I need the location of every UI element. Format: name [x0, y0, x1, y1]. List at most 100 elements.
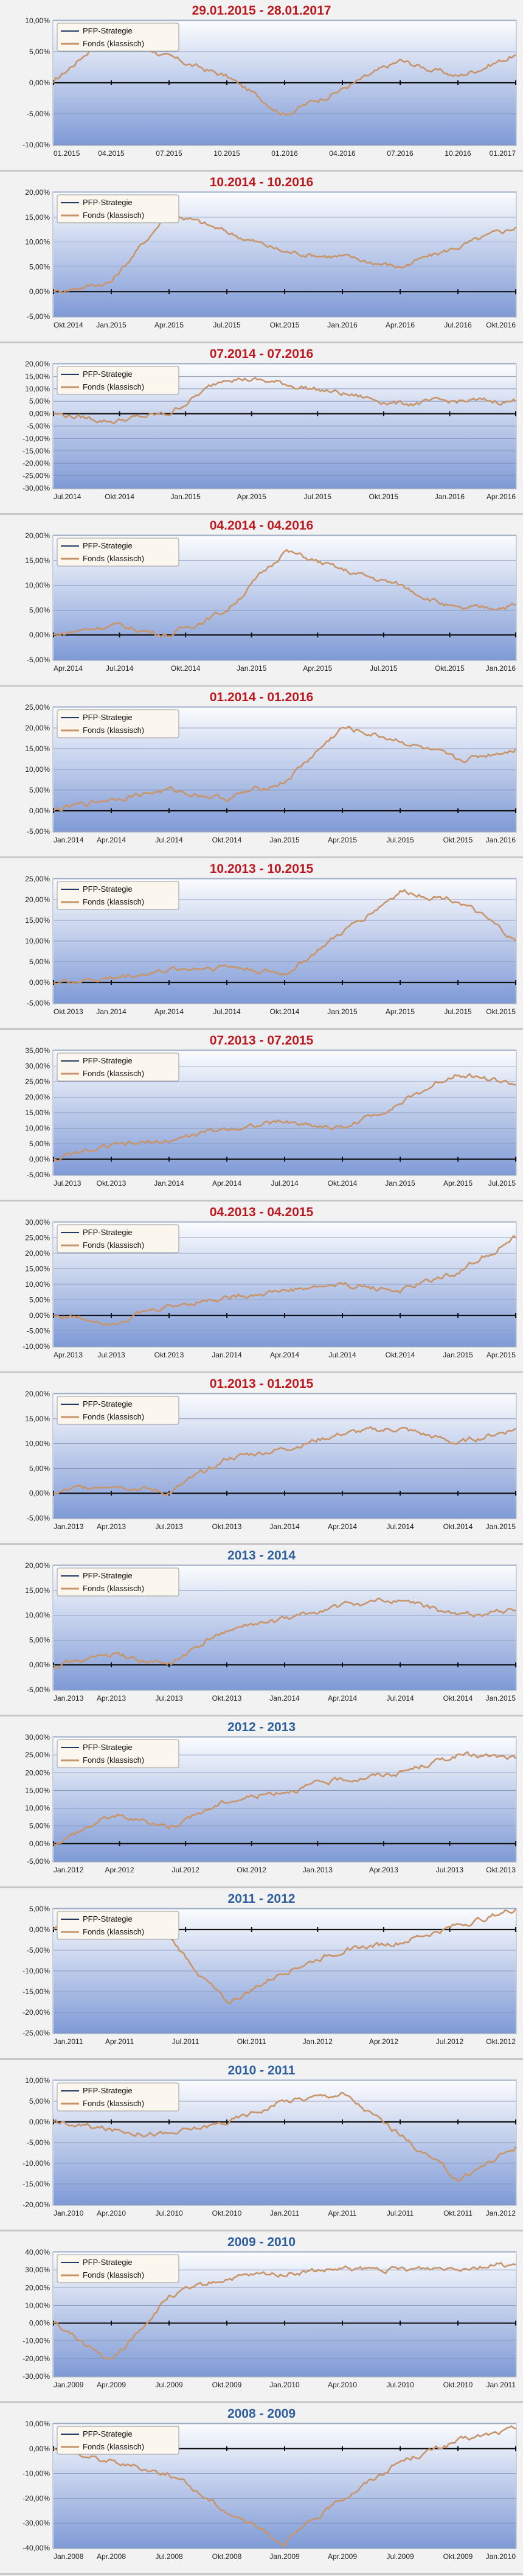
x-tick-label: 07.2016	[387, 149, 414, 158]
x-tick-label: Apr.2014	[270, 1351, 299, 1359]
x-tick-label: Jan.2009	[269, 2552, 300, 2561]
x-tick-label: Jul.2012	[436, 2037, 464, 2046]
series-line-fonds-klassisch	[52, 1597, 516, 1670]
y-tick-label: 0,00%	[29, 287, 50, 296]
y-tick-label: 5,00%	[29, 957, 50, 966]
y-tick-label: 10,00%	[25, 1611, 50, 1620]
y-tick-label: -15,00%	[23, 1987, 50, 1996]
x-tick-label: Jul.2014	[213, 1007, 241, 1016]
chart-title: 04.2014 - 04.2016	[209, 519, 314, 533]
x-tick-label: Jan.2010	[269, 2381, 300, 2389]
x-tick-label: 01.2015	[54, 149, 80, 158]
x-tick-label: Jan.2015	[269, 836, 300, 844]
line-chart: 30,00% 25,00% 20,00% 15,00% 10,00% 5,00% 0,00%…	[25, 1733, 517, 1874]
legend-label-pfp-strategie: PFP-Strategie	[83, 198, 133, 207]
y-tick-label: -25,00%	[23, 2029, 50, 2037]
y-tick-label: 5,00%	[29, 1139, 50, 1148]
x-tick-label: Jul.2014	[271, 1179, 299, 1188]
y-tick-label: 5,00%	[29, 606, 50, 614]
y-tick-label: -5,00%	[27, 1327, 50, 1335]
y-tick-label: 30,00%	[25, 1218, 50, 1227]
y-tick-label: 10,00%	[25, 581, 50, 590]
x-tick-label: Okt.2014	[54, 321, 83, 329]
y-tick-label: -5,00%	[27, 1171, 50, 1179]
chart-panel: 10.2014 - 10.2016 20,00% 15,00% 10,00% 5,00%…	[0, 172, 523, 343]
y-tick-label: 0,00%	[29, 410, 50, 418]
x-tick-label: Jan.2010	[54, 2209, 84, 2217]
chart-title: 07.2014 - 07.2016	[209, 347, 314, 361]
legend: PFP-Strategie Fonds (klassisch)	[57, 2082, 179, 2112]
x-tick-label: Jan.2015	[385, 1179, 415, 1188]
legend-label-fonds-klassisch: Fonds (klassisch)	[83, 2442, 144, 2451]
series-line-fonds-klassisch	[54, 1426, 516, 1497]
x-tick-label: 01.2016	[271, 149, 298, 158]
x-tick-label: Jul.2013	[54, 1179, 81, 1188]
legend-label-pfp-strategie: PFP-Strategie	[83, 369, 133, 379]
series-line-fonds-klassisch	[53, 1234, 516, 1327]
x-tick-label: Jan.2015	[327, 1007, 358, 1016]
series-line-fonds-klassisch	[53, 1073, 516, 1162]
chart-title: 2012 - 2013	[227, 1720, 296, 1734]
chart-panel: 04.2013 - 04.2015 30,00% 25,00% 20,00% 15,00…	[0, 1202, 523, 1373]
x-tick-label: Jul.2009	[155, 2381, 183, 2389]
x-tick-label: Jul.2013	[155, 1522, 183, 1531]
legend: PFP-Strategie Fonds (klassisch)	[57, 1567, 179, 1597]
x-tick-label: Okt.2008	[212, 2552, 242, 2561]
y-tick-label: 30,00%	[25, 1062, 50, 1071]
chart-panel: 07.2014 - 07.2016 20,00% 15,00% 10,00% 5,00%…	[0, 343, 523, 515]
legend-box	[57, 1224, 179, 1253]
y-tick-label: 0,00%	[29, 2445, 50, 2453]
x-tick-label: Apr.2010	[97, 2209, 126, 2217]
series-line-fonds-klassisch	[53, 213, 517, 294]
y-tick-label: -20,00%	[23, 2008, 50, 2017]
x-tick-label: Apr.2015	[487, 1351, 516, 1359]
legend: PFP-Strategie Fonds (klassisch)	[57, 1911, 179, 1940]
y-tick-label: 25,00%	[25, 1234, 50, 1242]
chart-panel: 2009 - 2010 40,00% 30,00% 20,00% 10,00% 0,00%…	[0, 2231, 523, 2403]
y-tick-label: 10,00%	[25, 1280, 50, 1289]
y-tick-label: 5,00%	[29, 262, 50, 271]
legend-label-pfp-strategie: PFP-Strategie	[83, 1056, 133, 1065]
x-tick-label: Apr.2013	[54, 1351, 83, 1359]
x-tick-label: Apr.2016	[386, 321, 415, 329]
x-tick-label: 04.2015	[98, 149, 125, 158]
x-tick-label: Apr.2012	[369, 2037, 398, 2046]
x-tick-label: Apr.2015	[303, 664, 332, 673]
y-tick-label: 0,00%	[29, 631, 50, 639]
line-chart: 20,00% 15,00% 10,00% 5,00% 0,00% -5,00% Jan.20…	[25, 1390, 517, 1531]
x-tick-label: Jul.2014	[386, 1522, 414, 1531]
chart-title: 04.2013 - 04.2015	[209, 1205, 314, 1219]
chart-panel: 01.2014 - 01.2016 25,00% 20,00% 15,00% 10,00…	[0, 687, 523, 858]
x-tick-label: Jul.2015	[488, 1179, 516, 1188]
legend-label-fonds-klassisch: Fonds (klassisch)	[83, 1927, 144, 1936]
y-tick-label: -30,00%	[23, 2372, 50, 2381]
x-tick-label: Okt.2014	[212, 836, 242, 844]
y-tick-label: 5,00%	[29, 786, 50, 794]
y-tick-label: 10,00%	[25, 1440, 50, 1448]
x-tick-label: Jul.2008	[155, 2552, 183, 2561]
y-tick-label: 25,00%	[25, 703, 50, 712]
legend-label-pfp-strategie: PFP-Strategie	[83, 1914, 133, 1923]
legend: PFP-Strategie Fonds (klassisch)	[57, 1739, 179, 1768]
legend-label-pfp-strategie: PFP-Strategie	[83, 1399, 133, 1409]
y-tick-label: -5,00%	[27, 2138, 50, 2147]
line-chart: 35,00% 30,00% 25,00% 20,00% 15,00% 10,00% 5,00…	[25, 1046, 517, 1188]
x-tick-label: Okt.2009	[443, 2552, 473, 2561]
series-line-fonds-klassisch	[53, 2091, 517, 2182]
x-tick-label: Jul.2013	[97, 1351, 125, 1359]
y-tick-label: 20,00%	[25, 1249, 50, 1258]
y-tick-label: 15,00%	[25, 1586, 50, 1595]
y-tick-label: 0,00%	[29, 1311, 50, 1320]
legend-label-fonds-klassisch: Fonds (klassisch)	[83, 1584, 144, 1593]
y-tick-label: 15,00%	[25, 213, 50, 222]
legend-label-fonds-klassisch: Fonds (klassisch)	[83, 2099, 144, 2108]
chart-panel: 2010 - 2011 10,00% 5,00% 0,00% -5,00% -10,00%…	[0, 2060, 523, 2231]
x-tick-label: Apr.2011	[328, 2209, 356, 2217]
x-tick-label: Jan.2012	[486, 2209, 516, 2217]
x-tick-label: Jan.2014	[269, 1522, 300, 1531]
y-tick-label: -5,00%	[27, 1685, 50, 1694]
legend-label-fonds-klassisch: Fonds (klassisch)	[83, 554, 144, 563]
x-tick-label: Okt.2013	[486, 1866, 516, 1874]
y-tick-label: 25,00%	[25, 875, 50, 883]
line-chart: 25,00% 20,00% 15,00% 10,00% 5,00% 0,00% -5,00%…	[25, 875, 517, 1016]
